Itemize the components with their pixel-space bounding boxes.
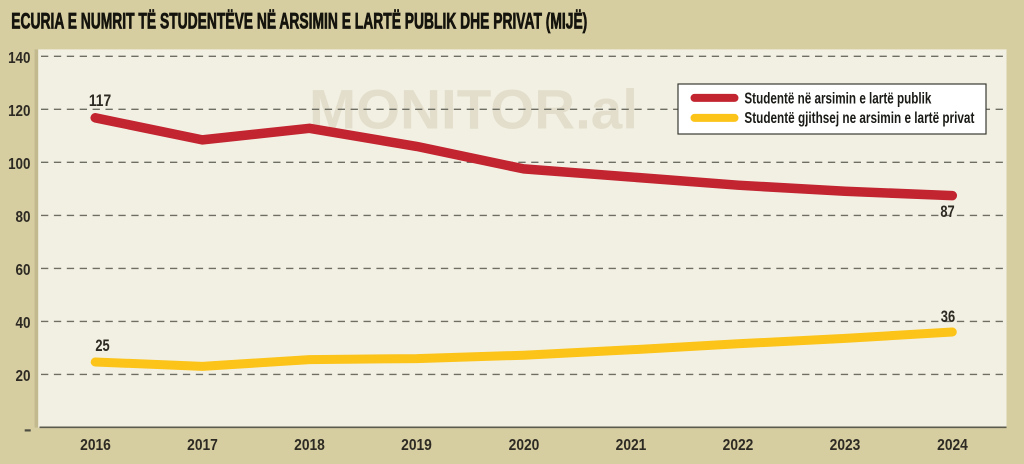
svg-text:120: 120 [8,103,30,120]
svg-text:2018: 2018 [294,437,325,454]
svg-text:2024: 2024 [937,437,968,454]
svg-text:25: 25 [95,336,109,355]
svg-text:80: 80 [16,209,31,226]
svg-text:ECURIA E NUMRIT TË STUDENTËVE: ECURIA E NUMRIT TË STUDENTËVE NË ARSIMIN… [11,8,587,33]
svg-text:Studentë gjithsej ne arsimin e: Studentë gjithsej ne arsimin e lartë pri… [744,110,974,127]
svg-text:2023: 2023 [830,437,861,454]
svg-text:2017: 2017 [187,437,218,454]
svg-text:Studentë në arsimin e lartë pu: Studentë në arsimin e lartë publik [744,90,931,107]
svg-text:40: 40 [16,315,31,332]
svg-text:36: 36 [941,307,955,326]
svg-text:20: 20 [16,368,31,385]
svg-text:87: 87 [940,202,954,221]
svg-text:2022: 2022 [723,437,754,454]
svg-text:2020: 2020 [509,437,540,454]
svg-text:60: 60 [16,262,31,279]
svg-text:117: 117 [89,91,111,110]
svg-text:100: 100 [8,156,30,173]
svg-text:2016: 2016 [80,437,111,454]
svg-text:2021: 2021 [616,437,647,454]
svg-text:140: 140 [8,50,30,67]
svg-text:2019: 2019 [401,437,432,454]
